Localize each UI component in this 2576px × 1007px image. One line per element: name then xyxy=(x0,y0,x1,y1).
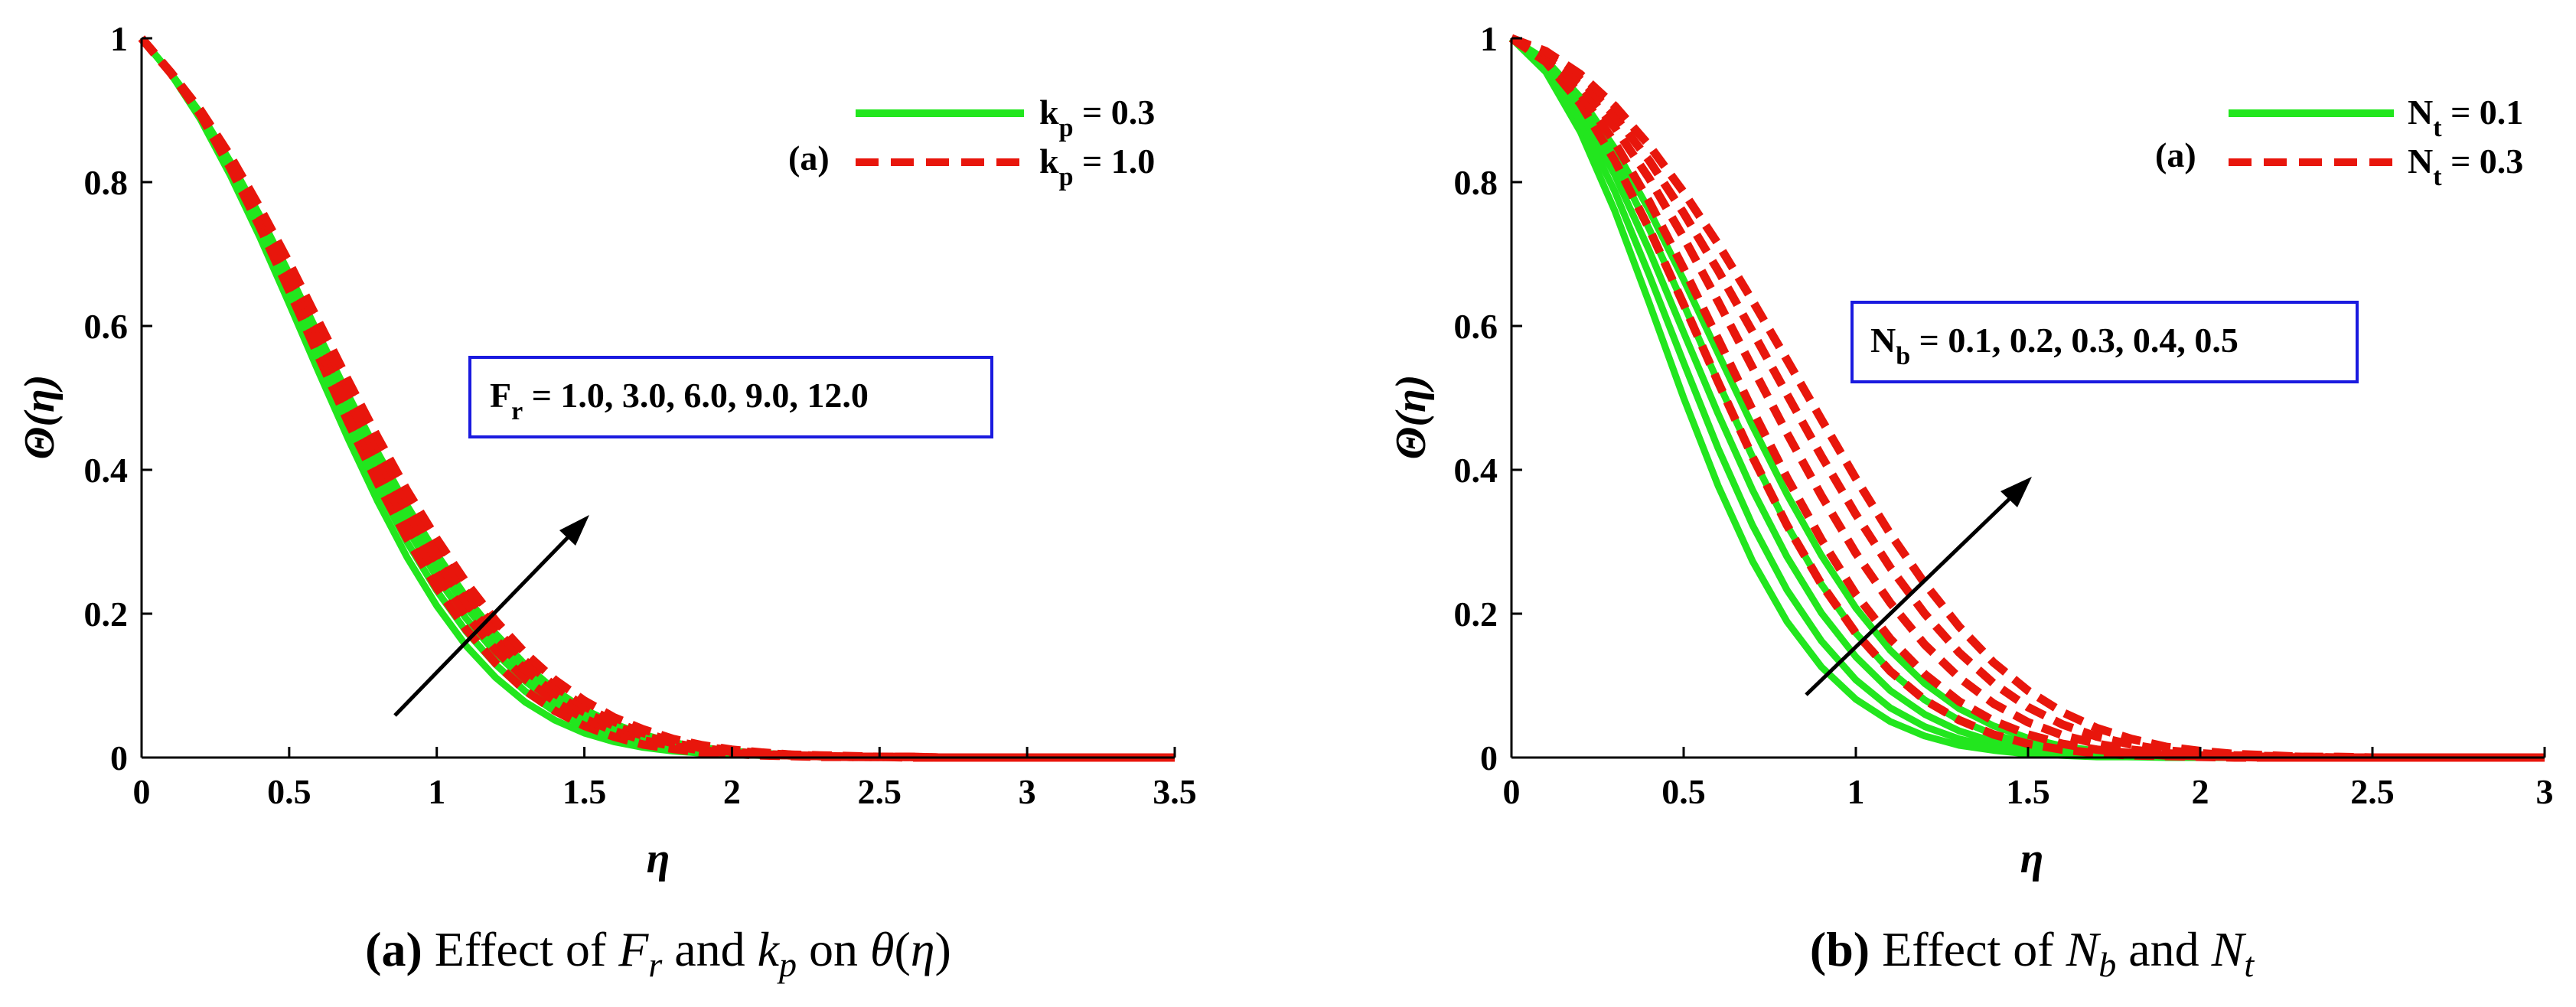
panel-b-series-2 xyxy=(1509,35,2545,761)
panel-b-series-8 xyxy=(1509,34,2545,762)
panel-a-x-tick-label: 3.5 xyxy=(1153,772,1197,811)
panel-a-caption: (a) Effect of Fr and kp on θ(η) xyxy=(365,922,951,984)
panel-a-arrowhead xyxy=(559,515,589,546)
panel-a-axes xyxy=(140,38,1175,759)
panel-a-annotation: Fr = 1.0, 3.0, 6.0, 9.0, 12.0 xyxy=(393,356,993,717)
panel-a-arrow xyxy=(393,528,577,717)
panel-a-y-tick-label: 0.8 xyxy=(84,163,129,202)
panel-a-y-tick-label: 0.6 xyxy=(84,307,129,346)
panel-b-ylabel: Θ(η) xyxy=(1387,375,1435,460)
panel-a-xlabel: η xyxy=(647,835,670,882)
panel-b-y-tick-label: 0.6 xyxy=(1454,307,1498,346)
panel-b-y-tick-label: 1 xyxy=(1480,19,1498,58)
panel-b-y-tick-label: 0.8 xyxy=(1454,163,1498,202)
panel-b-series-6 xyxy=(1508,34,2545,762)
panel-a-series-layer xyxy=(138,35,1175,762)
panel-a-ylabel: Θ(η) xyxy=(16,375,64,460)
panel-a-y-tick-label: 0.4 xyxy=(84,451,129,490)
panel-b-legend-panel-tag: (a) xyxy=(2155,135,2196,174)
panel-a-x-tick-label: 2.5 xyxy=(858,772,902,811)
panel-b-x-tick-label: 2.5 xyxy=(2350,772,2395,811)
panel-b-x-tick-label: 1.5 xyxy=(2006,772,2050,811)
panel-b-x-tick-label: 0 xyxy=(1503,772,1521,811)
panel-b-y-tick-label: 0 xyxy=(1480,738,1498,777)
panel-b-chart: 0 0.5 1 1.5 2 2.5 3 0 0.2 0.4 0.6 0.8 1 Θ(η) η (a) N… xyxy=(1387,19,2554,984)
panel-b-x-tick-label: 2 xyxy=(2192,772,2209,811)
panel-b-arrow xyxy=(1805,490,2019,696)
panel-a-y-tick-label: 0 xyxy=(110,738,128,777)
panel-b-annotation-box xyxy=(1850,301,2359,383)
panel-b-x-tick-label: 3 xyxy=(2536,772,2554,811)
panel-a-x-tick-label: 2 xyxy=(723,772,741,811)
panel-a-legend: (a) kp = 0.3 kp = 1.0 xyxy=(788,93,1155,191)
panel-b-x-tick-label: 1 xyxy=(1847,772,1865,811)
panel-a-annotation-text: Fr = 1.0, 3.0, 6.0, 9.0, 12.0 xyxy=(490,376,869,425)
panel-a-legend-panel-tag: (a) xyxy=(788,139,830,178)
panel-b-series-layer xyxy=(1508,34,2545,762)
panel-a-y-tick-label: 1 xyxy=(110,19,128,58)
panel-b-legend-entry-2: Nt = 0.3 xyxy=(2408,142,2523,191)
panel-a-ticks: 0 0.5 1 1.5 2 2.5 3 3.5 0 0.2 0.4 0.6 0.8 1 xyxy=(84,19,1197,811)
panel-b-axes xyxy=(1510,38,2545,759)
panel-a-annotation-box xyxy=(468,356,993,438)
panel-b-annotation-text: Nb = 0.1, 0.2, 0.3, 0.4, 0.5 xyxy=(1870,321,2239,370)
panel-b-series-4 xyxy=(1509,35,2545,761)
panel-b-arrowhead xyxy=(2000,477,2032,507)
panel-a-chart: 0 0.5 1 1.5 2 2.5 3 3.5 0 0.2 0.4 0.6 0.8 1 Θ(η) η (a… xyxy=(16,19,1197,984)
panel-b-series-1 xyxy=(1508,35,2545,761)
panel-b-annotation: Nb = 0.1, 0.2, 0.3, 0.4, 0.5 xyxy=(1805,301,2359,696)
panel-a-x-tick-label: 1 xyxy=(428,772,445,811)
panel-b-series-9 xyxy=(1509,34,2545,762)
panel-a-legend-entry-1: kp = 0.3 xyxy=(1039,93,1155,142)
panel-a-x-tick-label: 0 xyxy=(133,772,151,811)
panel-a-x-tick-label: 1.5 xyxy=(562,772,607,811)
panel-a-x-tick-label: 0.5 xyxy=(267,772,311,811)
panel-b-legend: (a) Nt = 0.1 Nt = 0.3 xyxy=(2155,93,2523,191)
panel-b-series-10 xyxy=(1510,34,2545,762)
panel-b-xlabel: η xyxy=(2020,835,2044,882)
panel-b-series-3 xyxy=(1509,35,2545,761)
panel-b-x-tick-label: 0.5 xyxy=(1661,772,1706,811)
panel-b-y-tick-label: 0.2 xyxy=(1454,595,1498,634)
panel-b-series-5 xyxy=(1509,35,2545,761)
panel-b-caption: (b) Effect of Nb and Nt xyxy=(1810,922,2255,984)
panel-b-legend-entry-1: Nt = 0.1 xyxy=(2408,93,2523,142)
panel-a-y-tick-label: 0.2 xyxy=(84,595,129,634)
panel-b-ticks: 0 0.5 1 1.5 2 2.5 3 0 0.2 0.4 0.6 0.8 1 xyxy=(1454,19,2554,811)
panel-b-y-tick-label: 0.4 xyxy=(1454,451,1498,490)
panel-b-series-7 xyxy=(1509,34,2545,762)
panel-a-legend-entry-2: kp = 1.0 xyxy=(1039,142,1155,191)
panel-a-x-tick-label: 3 xyxy=(1019,772,1036,811)
